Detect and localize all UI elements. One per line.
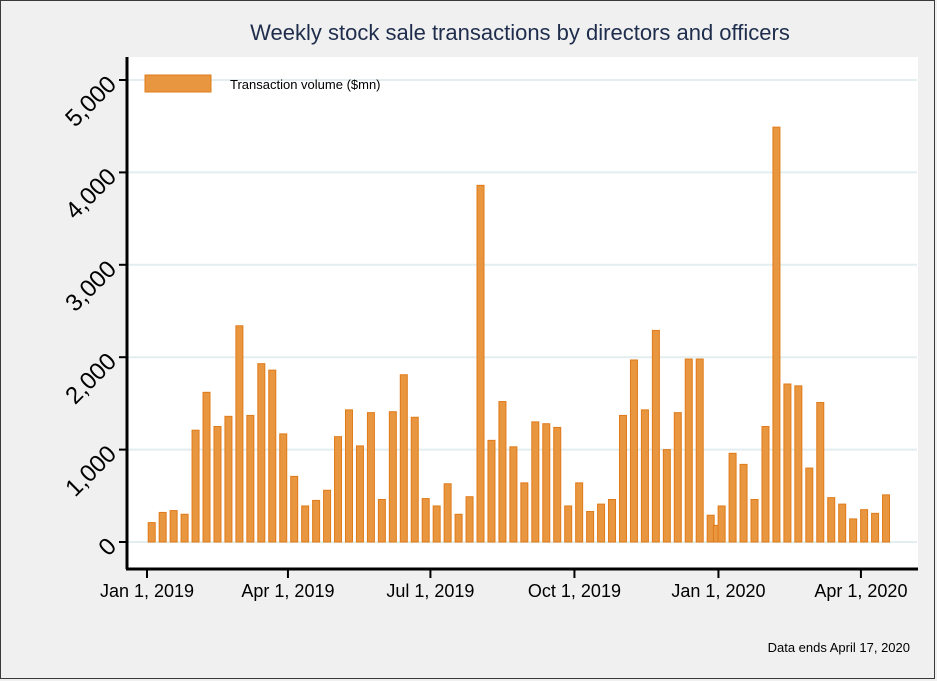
bar: [191, 429, 200, 543]
bar: [476, 184, 485, 543]
bar: [816, 401, 825, 543]
bar: [377, 498, 386, 543]
bar: [257, 363, 266, 543]
bar: [421, 498, 430, 543]
chart-title: Weekly stock sale transactions by direct…: [250, 20, 790, 45]
bar: [388, 411, 397, 543]
legend: Transaction volume ($mn): [144, 74, 381, 93]
bar: [246, 414, 255, 543]
bar: [739, 463, 748, 543]
bar: [673, 412, 682, 543]
bar: [575, 482, 584, 543]
bar: [334, 436, 343, 543]
bar: [213, 426, 222, 543]
bar: [882, 494, 891, 543]
y-tick-label: 1,000: [60, 440, 122, 502]
bar: [794, 385, 803, 543]
bar: [290, 475, 299, 543]
bar: [202, 391, 211, 543]
x-tick-label: Jan 1, 2020: [671, 581, 765, 601]
data-note: Data ends April 17, 2020: [768, 640, 910, 655]
y-tick-label: 3,000: [60, 256, 122, 318]
bar: [827, 497, 836, 543]
y-tick-label: 2,000: [60, 348, 122, 410]
bars: [147, 126, 891, 543]
bar: [454, 513, 463, 543]
bar: [728, 452, 737, 543]
bar: [564, 505, 573, 543]
bar: [849, 518, 858, 543]
bar: [432, 505, 441, 543]
x-tick-label: Jul 1, 2019: [386, 581, 474, 601]
bar: [805, 467, 814, 543]
legend-swatch: [144, 74, 212, 93]
bar: [520, 482, 529, 543]
bar: [553, 426, 562, 543]
x-tick-label: Apr 1, 2019: [241, 581, 334, 601]
bar: [301, 505, 310, 543]
bar: [662, 449, 671, 543]
bar: [147, 522, 156, 543]
bar: [586, 511, 595, 543]
bar: [158, 511, 167, 543]
bar: [838, 503, 847, 543]
bar: [761, 426, 770, 543]
bar: [542, 423, 551, 543]
bar: [509, 446, 518, 543]
x-tick-label: Apr 1, 2020: [814, 581, 907, 601]
bar: [608, 498, 617, 543]
bar: [169, 510, 178, 543]
bar: [618, 414, 627, 543]
bar: [684, 358, 693, 543]
bar: [399, 374, 408, 543]
bar: [783, 383, 792, 543]
bar: [279, 433, 288, 543]
bar: [312, 499, 321, 543]
bar: [366, 412, 375, 543]
bar: [640, 409, 649, 543]
legend-label: Transaction volume ($mn): [230, 77, 381, 92]
y-tick-label: 5,000: [60, 71, 122, 133]
bar: [860, 509, 869, 543]
bar: [235, 325, 244, 543]
bar: [443, 483, 452, 543]
bar: [772, 126, 781, 543]
y-ticks: 0 1,000 2,000 3,000 4,000 5,000: [60, 71, 127, 562]
bar: [344, 409, 353, 543]
bar: [410, 416, 419, 543]
bar: [487, 439, 496, 543]
bar: [871, 512, 880, 543]
y-tick-label: 0: [93, 533, 122, 562]
bar: [651, 329, 660, 543]
bar: [498, 401, 507, 543]
bar: [224, 415, 233, 543]
bar: [323, 489, 332, 543]
bar: [465, 496, 474, 543]
bar: [750, 498, 759, 543]
bar: [717, 505, 726, 543]
x-tick-label: Jan 1, 2019: [100, 581, 194, 601]
bar: [597, 503, 606, 543]
bar: [531, 421, 540, 543]
bar: [180, 513, 189, 543]
bar: [629, 359, 638, 543]
x-ticks: Jan 1, 2019 Apr 1, 2019 Jul 1, 2019 Oct 1, …: [100, 570, 907, 601]
bar: [695, 358, 704, 543]
x-tick-label: Oct 1, 2019: [528, 581, 621, 601]
y-tick-label: 4,000: [60, 163, 122, 225]
bar: [355, 445, 364, 543]
bar: [268, 369, 277, 543]
